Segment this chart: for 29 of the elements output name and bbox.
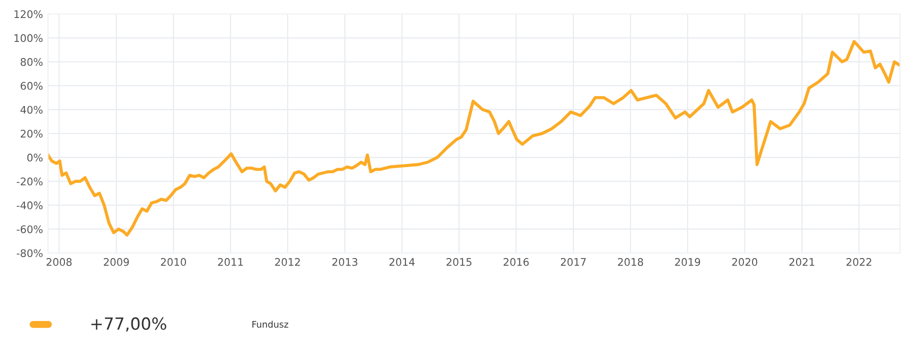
x-tick-label: 2011: [218, 258, 243, 266]
y-tick-label: -80%: [16, 249, 43, 258]
x-tick-label: 2008: [46, 258, 72, 266]
text: Fundusz: [252, 320, 288, 328]
x-tick-label: 2021: [789, 258, 814, 266]
y-tick-label: -40%: [16, 201, 43, 210]
x-tick-label: 2013: [332, 258, 358, 266]
x-tick-label: 2016: [504, 258, 529, 266]
x-tick-label: 2020: [732, 258, 758, 266]
y-tick-label: 0%: [27, 154, 43, 162]
y-tick-label: -60%: [16, 225, 43, 234]
x-tick-label: 2019: [675, 258, 700, 266]
y-tick-label: 40%: [20, 106, 43, 114]
x-tick-label: 2009: [104, 258, 129, 266]
text: +77,00%: [91, 317, 166, 332]
x-tick-label: 2022: [846, 258, 872, 266]
y-tick-label: 120%: [14, 10, 43, 18]
y-tick-label: -20%: [16, 178, 43, 186]
line-series: [48, 40, 900, 237]
x-tick-label: 2015: [446, 258, 472, 266]
x-tick-label: 2014: [389, 258, 415, 266]
x-tick-label: 2012: [275, 258, 300, 266]
y-tick-label: 20%: [20, 130, 43, 138]
y-tick-label: 60%: [20, 82, 43, 90]
y-tick-label: 80%: [20, 58, 43, 66]
x-tick-label: 2018: [618, 258, 644, 266]
x-tick-label: 2017: [560, 258, 586, 266]
y-tick-label: 100%: [14, 34, 43, 42]
x-tick-label: 2010: [160, 258, 186, 266]
